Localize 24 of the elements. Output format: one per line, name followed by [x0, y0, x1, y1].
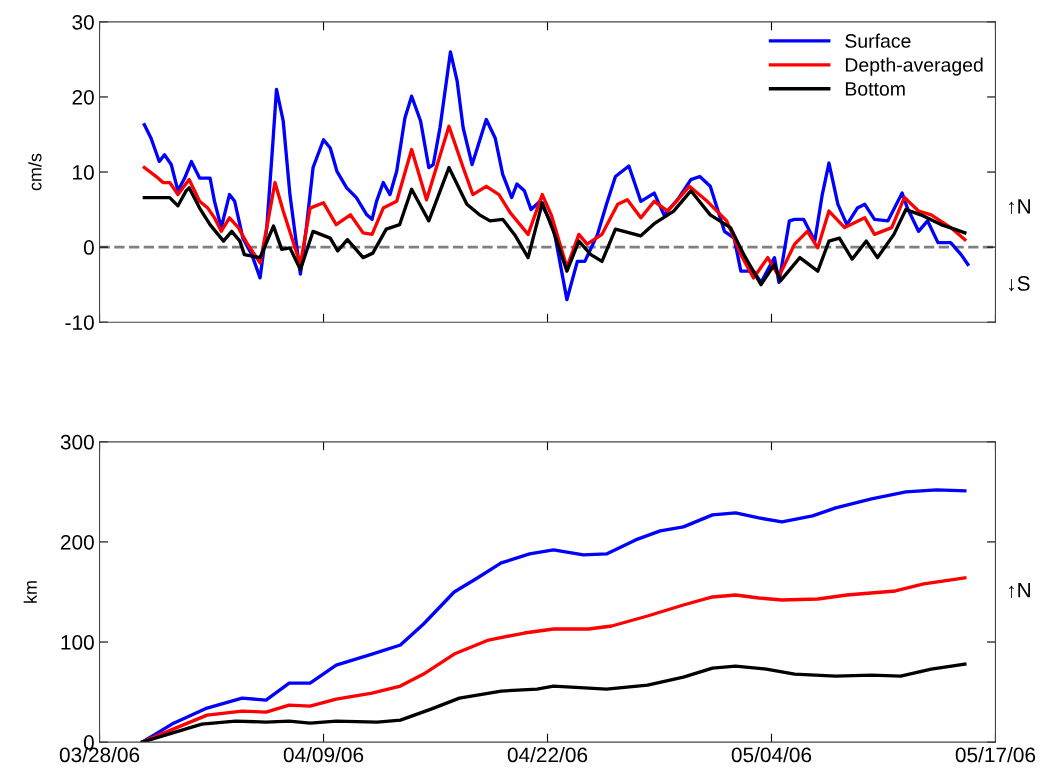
legend-label: Surface: [845, 33, 911, 48]
text: ↑N: [1008, 583, 1030, 598]
y-axis-title: km: [23, 581, 37, 603]
x-tick-label: 04/22/06: [507, 746, 588, 763]
line-series: [142, 165, 967, 287]
x-tick-label: 05/17/06: [955, 746, 1036, 763]
line-series: [142, 124, 967, 280]
y-tick-label: 20: [72, 89, 94, 105]
y-tick-label: -10: [65, 315, 94, 330]
y-axis-title: cm/s: [28, 153, 42, 191]
y-tick-label: 10: [73, 165, 94, 180]
x-tick-label: 05/04/06: [731, 746, 812, 763]
legend-label: Depth-averaged: [845, 57, 983, 76]
line-series: [140, 488, 967, 743]
line-series: [140, 662, 967, 743]
y-tick-label: 100: [61, 635, 94, 650]
x-tick-label: 04/09/06: [283, 746, 364, 763]
y-tick-label: 200: [60, 534, 94, 550]
y-tick-label: 300: [60, 434, 94, 450]
legend-label: Bottom: [845, 82, 905, 96]
y-tick-label: 0: [83, 240, 94, 255]
text: ↓S: [1008, 276, 1030, 292]
text: ↑N: [1008, 199, 1030, 215]
y-tick-label: 30: [72, 14, 94, 30]
